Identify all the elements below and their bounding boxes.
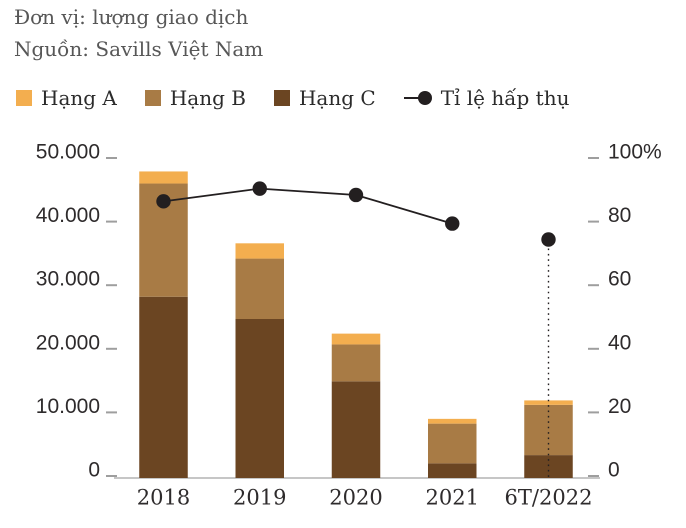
bar-segment-hạng-b-2021 [428,423,477,464]
legend-item-hang-c: Hạng C [273,86,376,110]
category-label-6T/2022: 6T/2022 [505,486,593,510]
bar-segment-hạng-b-6T/2022 [524,404,573,456]
left-axis-label: 10.000 [36,395,100,418]
right-axis-label: 80 [608,204,631,227]
hang-a-swatch-icon [16,90,32,106]
bar-segment-hạng-c-2021 [428,463,477,478]
absorption-dot-2020 [348,187,364,203]
legend-label-absorption-rate: Tỉ lệ hấp thụ [440,86,570,110]
legend: Hạng A Hạng B Hạng C Tỉ lệ hấp thụ [16,86,569,110]
unit-note: Đơn vị: lượng giao dịch [14,5,249,29]
absorption-dot-2021 [445,216,460,231]
left-axis-label: 20.000 [36,331,100,354]
source-note: Nguồn: Savills Việt Nam [14,37,264,61]
legend-item-hang-b: Hạng B [144,86,246,110]
right-axis-label: 20 [608,395,631,418]
bar-segment-hạng-c-2020 [331,381,381,478]
line-dot-marker-icon [403,90,432,106]
legend-item-absorption-rate: Tỉ lệ hấp thụ [403,86,570,110]
left-axis-label: 40.000 [36,204,100,227]
category-label-2019: 2019 [233,486,286,510]
bar-segment-hạng-b-2019 [235,258,284,319]
legend-item-hang-a: Hạng A [16,86,117,110]
right-axis-label: 40 [608,331,631,354]
legend-label-hang-a: Hạng A [41,86,117,110]
hang-c-swatch-icon [273,90,290,106]
legend-label-hang-b: Hạng B [169,86,246,110]
category-label-2021: 2021 [426,486,479,510]
left-axis-label: 30.000 [36,268,100,291]
right-axis-label: 60 [608,268,631,291]
absorption-dot-2019 [252,181,267,196]
absorption-dot-6T/2022 [541,232,556,247]
bar-segment-hạng-a-2018 [139,171,188,184]
category-label-2018: 2018 [137,486,190,510]
bar-segment-hạng-c-2019 [235,319,284,478]
right-axis-label: 0 [608,459,620,482]
bar-segment-hạng-b-2020 [331,344,381,382]
bar-segment-hạng-a-2019 [235,243,284,259]
bar-segment-hạng-c-2018 [139,296,188,478]
right-axis-label: 100% [608,141,662,164]
left-axis-label: 0 [88,459,100,482]
bar-segment-hạng-a-6T/2022 [524,400,573,405]
bar-segment-hạng-a-2020 [331,333,381,345]
category-label-2020: 2020 [329,486,382,510]
left-axis-label: 50.000 [36,141,100,164]
bar-segment-hạng-c-6T/2022 [524,455,573,478]
absorption-dot-2018 [156,194,171,209]
absorption-rate-line [163,187,453,225]
legend-label-hang-c: Hạng C [298,86,376,110]
bar-segment-hạng-a-2021 [428,418,477,424]
hang-b-swatch-icon [144,90,161,106]
